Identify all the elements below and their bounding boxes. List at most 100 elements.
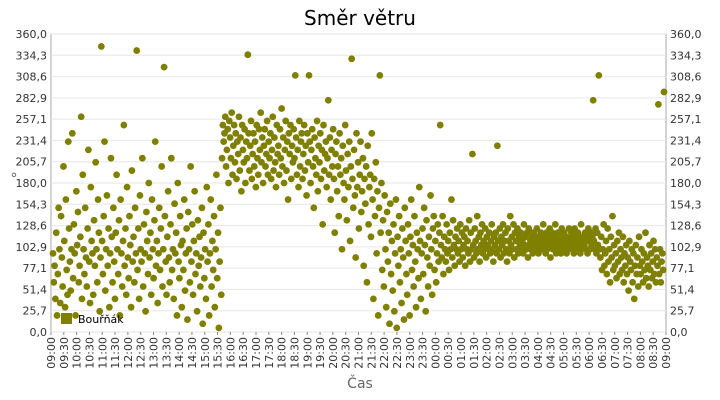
data-point <box>166 278 174 286</box>
y-tick-label: 257,1 <box>16 113 48 126</box>
data-point <box>308 146 315 154</box>
x-tick-label: 12:00 <box>122 337 135 369</box>
data-point <box>186 278 194 286</box>
data-point <box>118 249 125 257</box>
x-tick-label: 15:00 <box>199 337 212 369</box>
data-point <box>295 117 303 125</box>
data-point <box>320 121 327 129</box>
data-point <box>57 212 65 220</box>
data-point <box>385 229 393 237</box>
data-point <box>210 212 218 220</box>
data-point <box>419 225 426 232</box>
data-point <box>327 196 335 203</box>
data-point <box>98 237 106 245</box>
data-point <box>391 249 399 257</box>
data-point <box>189 291 197 299</box>
data-point <box>392 196 400 203</box>
data-point <box>341 196 348 203</box>
data-point <box>595 71 603 79</box>
data-point <box>324 154 331 162</box>
data-point <box>331 229 339 237</box>
data-point <box>319 220 327 228</box>
x-tick-label: 04:00 <box>532 337 545 369</box>
data-point <box>399 254 407 261</box>
data-point <box>211 303 219 311</box>
data-point <box>90 216 98 224</box>
data-point <box>232 129 240 137</box>
data-point <box>170 295 178 303</box>
data-point <box>287 175 295 183</box>
data-point <box>426 262 434 270</box>
x-tick-label: 11:30 <box>109 337 122 369</box>
data-point <box>411 258 419 266</box>
data-point <box>110 258 118 266</box>
data-point <box>358 187 366 195</box>
data-point <box>71 249 79 257</box>
chart-title: Směr větru <box>304 6 416 30</box>
data-point <box>77 113 85 121</box>
data-point <box>473 212 481 220</box>
data-point <box>347 163 355 170</box>
data-point <box>363 278 371 286</box>
x-tick-label: 22:30 <box>391 337 404 369</box>
x-tick-label: 05:30 <box>570 337 583 369</box>
data-point <box>265 138 273 146</box>
data-point <box>212 245 220 253</box>
data-point <box>316 158 323 166</box>
data-point <box>172 229 180 237</box>
data-point <box>184 316 191 323</box>
data-point <box>101 138 108 146</box>
data-point <box>174 179 182 187</box>
data-point <box>423 254 431 261</box>
data-point <box>341 121 349 129</box>
data-point <box>135 295 143 303</box>
x-tick-label: 13:30 <box>160 337 173 369</box>
data-point <box>130 233 137 241</box>
data-point <box>316 129 324 137</box>
data-point <box>398 225 406 232</box>
y-tick-label-right: 25,7 <box>670 305 695 318</box>
data-point <box>332 138 340 146</box>
data-point <box>349 204 357 212</box>
data-point <box>440 270 447 278</box>
data-point <box>396 278 404 286</box>
data-point <box>151 216 158 224</box>
data-point <box>448 196 455 203</box>
data-point <box>200 274 208 282</box>
data-point <box>180 266 187 274</box>
data-point <box>413 229 421 237</box>
data-point <box>129 258 137 266</box>
data-point <box>362 163 370 170</box>
y-tick-label: 51,4 <box>23 283 48 296</box>
data-point <box>619 233 627 241</box>
data-point <box>404 220 412 228</box>
data-point <box>76 262 83 270</box>
x-tick-label: 14:30 <box>186 337 199 369</box>
data-point <box>72 312 79 319</box>
data-point <box>418 249 426 257</box>
data-point <box>283 138 291 146</box>
data-point <box>185 245 193 253</box>
x-tick-label: 10:30 <box>83 337 96 369</box>
data-point <box>69 274 77 282</box>
data-point <box>139 283 147 290</box>
data-point <box>80 270 88 278</box>
x-tick-label: 19:30 <box>314 337 327 369</box>
data-point <box>367 233 375 241</box>
data-point <box>613 237 621 245</box>
x-tick-label: 08:30 <box>647 337 660 369</box>
data-point <box>350 146 358 154</box>
data-point <box>443 220 451 228</box>
x-tick-label: 20:30 <box>340 337 353 369</box>
data-point <box>388 237 396 245</box>
data-point <box>427 245 435 253</box>
x-tick-label: 17:00 <box>250 337 263 369</box>
data-point <box>430 212 438 220</box>
x-tick-label: 06:30 <box>596 337 609 369</box>
data-point <box>312 171 320 179</box>
data-point <box>207 196 215 203</box>
data-point <box>224 125 232 133</box>
data-point <box>461 262 469 270</box>
data-point <box>621 262 629 270</box>
data-point <box>246 167 253 174</box>
